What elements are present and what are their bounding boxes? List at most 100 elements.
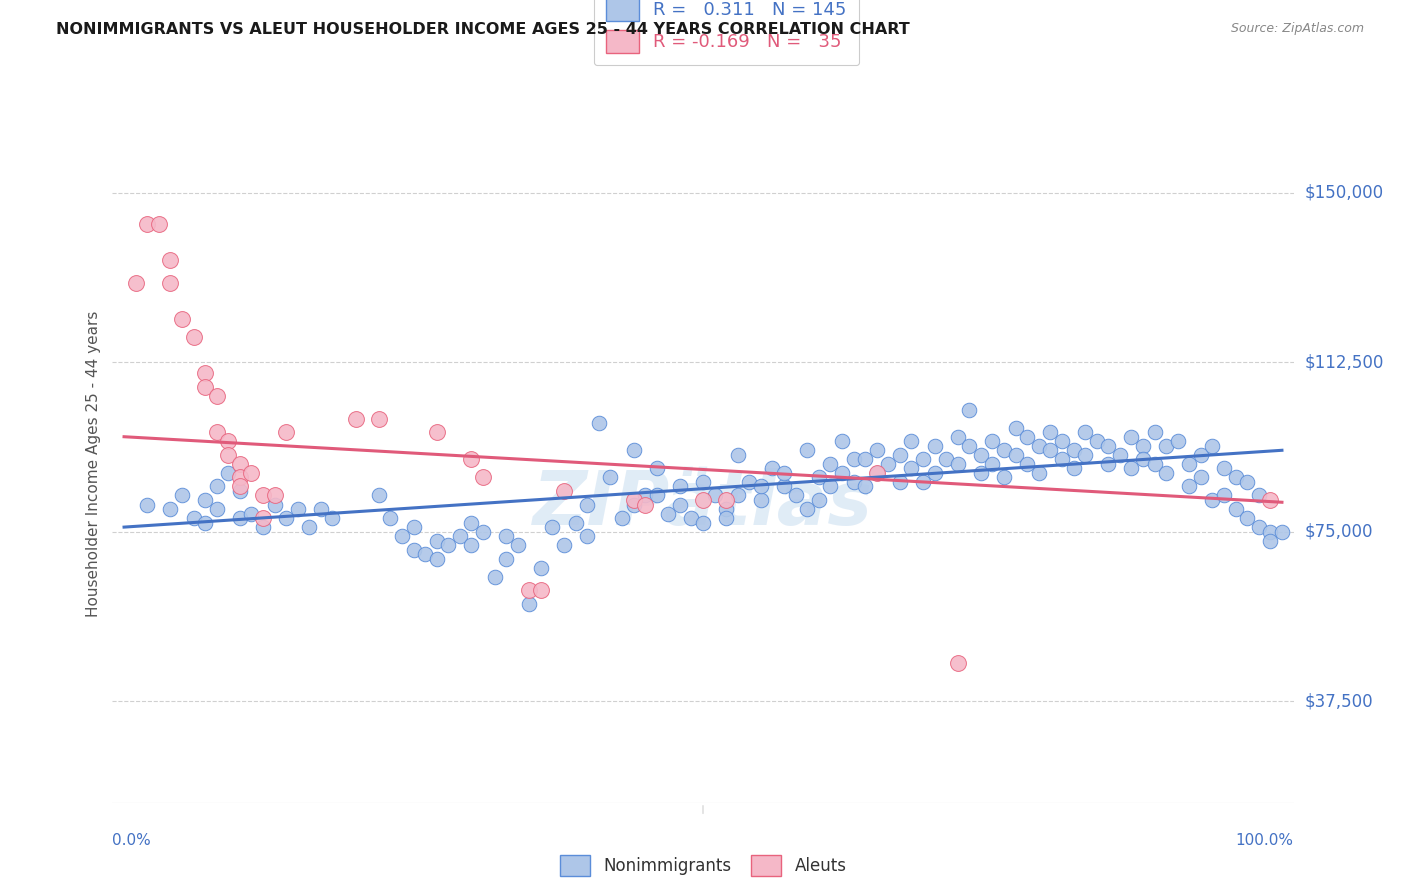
- Point: [564, 516, 586, 530]
- Point: [993, 443, 1015, 458]
- Point: [1213, 461, 1236, 475]
- Point: [402, 520, 425, 534]
- Point: [831, 434, 853, 449]
- Point: [692, 516, 714, 530]
- Point: [588, 416, 610, 430]
- Point: [1063, 443, 1085, 458]
- Point: [911, 475, 934, 489]
- Point: [946, 430, 969, 444]
- Point: [276, 425, 298, 440]
- Point: [935, 452, 957, 467]
- Point: [807, 493, 830, 508]
- Point: [623, 493, 645, 508]
- Point: [252, 511, 274, 525]
- Point: [1236, 511, 1258, 525]
- Point: [645, 461, 668, 475]
- Point: [217, 448, 239, 462]
- Point: [900, 434, 922, 449]
- Point: [553, 538, 575, 552]
- Point: [900, 461, 922, 475]
- Point: [309, 502, 332, 516]
- Point: [727, 488, 749, 502]
- Point: [1260, 533, 1282, 548]
- Point: [170, 312, 193, 326]
- Point: [1121, 461, 1143, 475]
- Point: [506, 538, 529, 552]
- Point: [1004, 420, 1026, 434]
- Point: [946, 656, 969, 670]
- Point: [623, 498, 645, 512]
- Point: [1085, 434, 1108, 449]
- Point: [367, 411, 389, 425]
- Text: 100.0%: 100.0%: [1236, 833, 1294, 848]
- Point: [1213, 488, 1236, 502]
- Point: [1097, 457, 1119, 471]
- Point: [229, 511, 252, 525]
- Point: [495, 529, 517, 543]
- Point: [785, 488, 807, 502]
- Point: [1050, 452, 1073, 467]
- Point: [761, 461, 783, 475]
- Point: [183, 330, 205, 344]
- Point: [252, 488, 274, 502]
- Point: [727, 448, 749, 462]
- Point: [773, 479, 796, 493]
- Point: [1074, 425, 1097, 440]
- Point: [517, 583, 540, 598]
- Point: [426, 425, 449, 440]
- Point: [449, 529, 471, 543]
- Text: Source: ZipAtlas.com: Source: ZipAtlas.com: [1230, 22, 1364, 36]
- Point: [842, 452, 865, 467]
- Point: [229, 457, 252, 471]
- Point: [610, 511, 633, 525]
- Text: $112,500: $112,500: [1305, 353, 1384, 371]
- Point: [657, 507, 679, 521]
- Point: [796, 443, 818, 458]
- Point: [391, 529, 413, 543]
- Point: [460, 516, 482, 530]
- Point: [703, 488, 725, 502]
- Point: [842, 475, 865, 489]
- Point: [924, 439, 946, 453]
- Point: [889, 448, 911, 462]
- Point: [911, 452, 934, 467]
- Point: [877, 457, 900, 471]
- Point: [263, 488, 285, 502]
- Point: [1260, 493, 1282, 508]
- Point: [576, 498, 599, 512]
- Point: [853, 479, 876, 493]
- Point: [692, 475, 714, 489]
- Text: ZIPätlas: ZIPätlas: [533, 468, 873, 541]
- Point: [993, 470, 1015, 484]
- Point: [576, 529, 599, 543]
- Point: [970, 448, 993, 462]
- Point: [229, 470, 252, 484]
- Point: [1201, 439, 1223, 453]
- Text: $75,000: $75,000: [1305, 523, 1374, 541]
- Point: [749, 479, 772, 493]
- Point: [1247, 520, 1270, 534]
- Point: [194, 516, 217, 530]
- Point: [541, 520, 564, 534]
- Point: [820, 479, 842, 493]
- Point: [205, 425, 228, 440]
- Point: [957, 402, 980, 417]
- Point: [1143, 457, 1166, 471]
- Point: [1017, 430, 1039, 444]
- Point: [981, 434, 1004, 449]
- Point: [1236, 475, 1258, 489]
- Point: [159, 502, 181, 516]
- Point: [263, 498, 285, 512]
- Point: [460, 452, 482, 467]
- Point: [1028, 439, 1050, 453]
- Point: [217, 466, 239, 480]
- Point: [1154, 466, 1177, 480]
- Point: [866, 466, 889, 480]
- Point: [194, 493, 217, 508]
- Point: [426, 533, 449, 548]
- Point: [681, 511, 703, 525]
- Point: [1039, 443, 1062, 458]
- Point: [1050, 434, 1073, 449]
- Point: [344, 411, 367, 425]
- Point: [970, 466, 993, 480]
